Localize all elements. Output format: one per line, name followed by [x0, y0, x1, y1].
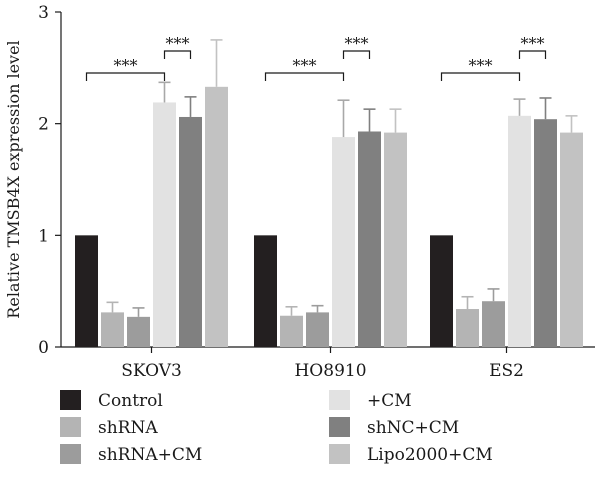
significance-label: ***: [166, 34, 190, 53]
bar: [306, 312, 329, 347]
bar: [205, 86, 228, 348]
bar: [430, 235, 453, 347]
bar: [280, 315, 303, 347]
legend-swatch: [60, 444, 81, 464]
bar: [127, 316, 150, 347]
significance-bracket: [85, 72, 166, 81]
legend-label: Lipo2000+CM: [367, 445, 493, 465]
legend-swatch: [329, 390, 350, 410]
bar: [101, 312, 124, 347]
bar: [153, 102, 176, 347]
legend-swatch: [60, 417, 81, 437]
bar: [384, 132, 407, 347]
y-axis-title: Relative TMSB4X expression level: [4, 40, 23, 318]
bar: [482, 301, 505, 347]
significance-label: ***: [293, 56, 317, 75]
error-bars: [106, 39, 578, 317]
significance-annotations: *** *** *** *** *** ***: [85, 34, 547, 81]
bar: [179, 116, 202, 347]
bar: [456, 309, 479, 347]
legend-swatch: [329, 444, 350, 464]
y-tick-label: 2: [38, 115, 49, 135]
legend-label: shRNA+CM: [98, 445, 202, 465]
legend-label: +CM: [367, 391, 412, 411]
legend: Control +CM shRNA shNC+CM shRNA+CM Lipo2000+C…: [60, 390, 493, 465]
legend-label: shNC+CM: [367, 418, 459, 438]
significance-bracket: [342, 50, 371, 59]
significance-label: ***: [114, 56, 138, 75]
x-category-label: HO8910: [294, 361, 366, 381]
significance-bracket: [440, 72, 521, 81]
x-category-label: ES2: [489, 361, 524, 381]
legend-label: shRNA: [98, 418, 158, 438]
bar: [75, 235, 98, 347]
significance-label: ***: [345, 34, 369, 53]
bar: [560, 132, 583, 347]
significance-label: ***: [469, 56, 493, 75]
legend-label: Control: [98, 391, 163, 411]
y-tick-label: 1: [38, 226, 49, 246]
bar: [534, 119, 557, 347]
significance-bracket: [264, 72, 345, 81]
legend-swatch: [60, 390, 81, 410]
y-tick-label: 3: [38, 3, 49, 23]
significance-label: ***: [521, 34, 545, 53]
bar: [358, 131, 381, 347]
bar: [254, 235, 277, 347]
significance-bracket: [518, 50, 547, 59]
bar: [508, 115, 531, 347]
significance-bracket: [163, 50, 192, 59]
legend-swatch: [329, 417, 350, 437]
bars: [75, 86, 583, 348]
bar: [332, 137, 355, 347]
x-category-label: SKOV3: [121, 361, 182, 381]
y-tick-label: 0: [38, 338, 49, 358]
